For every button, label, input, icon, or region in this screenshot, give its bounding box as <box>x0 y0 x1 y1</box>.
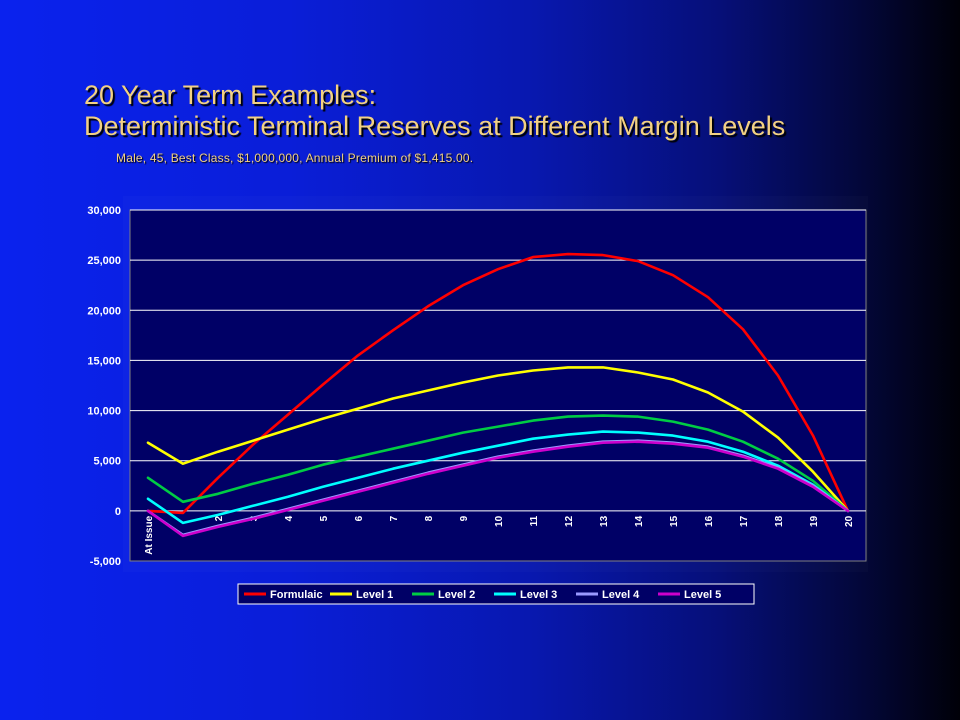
legend-entry: Level 1 <box>330 589 393 601</box>
y-tick-label: 30,000 <box>87 205 121 217</box>
x-tick-label: 14 <box>634 515 645 527</box>
x-tick-label: 7 <box>389 515 400 521</box>
x-tick-label: 2 <box>214 515 225 521</box>
legend-label: Level 3 <box>520 589 557 601</box>
y-axis: -5,000 0 5,000 10,000 15,000 20,000 25,000 30,0… <box>87 205 121 568</box>
title-line-2: Deterministic Terminal Reserves at Diffe… <box>84 111 786 141</box>
legend: Formulaic Level 1 Level 2 Level 3 Level 4 Lev… <box>237 583 755 605</box>
y-tick-label: 10,000 <box>87 406 121 418</box>
series-line-level-5 <box>146 440 850 538</box>
legend-entry: Level 5 <box>658 589 721 601</box>
slide-title: 20 Year Term Examples: Deterministic Ter… <box>84 80 785 142</box>
x-tick-label: 8 <box>424 515 435 521</box>
x-tick-label: 17 <box>739 515 750 527</box>
y-tick-label: 5,000 <box>93 456 121 468</box>
title-line-1: 20 Year Term Examples: <box>84 80 377 110</box>
legend-entry: Formulaic <box>244 589 323 601</box>
legend-label: Level 5 <box>684 589 721 601</box>
x-tick-label: 18 <box>774 515 785 527</box>
legend-entry: Level 2 <box>412 589 475 601</box>
legend-label: Level 1 <box>356 589 393 601</box>
series-line-level-2 <box>146 414 850 513</box>
legend-label: Formulaic <box>270 589 323 601</box>
x-tick-label: 16 <box>704 515 715 527</box>
y-tick-label: 25,000 <box>87 255 121 267</box>
x-tick-label: 6 <box>354 515 365 521</box>
x-tick-label: 5 <box>319 515 330 521</box>
y-tick-label: 15,000 <box>87 355 121 367</box>
series-lines <box>146 252 850 538</box>
x-tick-label: At Issue <box>144 515 155 554</box>
x-tick-label: 20 <box>844 515 855 527</box>
y-tick-label: 0 <box>115 506 121 518</box>
x-axis: At Issue 2 3 4 5 6 7 8 9 10 11 12 13 14 15 16 17 18 19 20 <box>144 515 855 554</box>
x-tick-label: 4 <box>284 515 295 521</box>
y-tick-label: 20,000 <box>87 305 121 317</box>
legend-entry: Level 3 <box>494 589 557 601</box>
x-tick-label: 12 <box>564 515 575 527</box>
legend-label: Level 4 <box>602 589 640 601</box>
slide-subtitle: Male, 45, Best Class, $1,000,000, Annual… <box>116 151 474 165</box>
series-line-formulaic <box>146 252 850 515</box>
y-tick-label: -5,000 <box>90 556 121 568</box>
x-tick-label: 10 <box>494 515 505 527</box>
x-tick-label: 9 <box>459 515 470 521</box>
x-tick-label: 13 <box>599 515 610 527</box>
series-line-level-1 <box>146 366 850 513</box>
series-line-level-3 <box>146 430 850 525</box>
legend-label: Level 2 <box>438 589 475 601</box>
x-tick-label: 11 <box>529 515 540 526</box>
x-tick-label: 15 <box>669 515 680 527</box>
legend-entry: Level 4 <box>576 589 640 601</box>
x-tick-label: 19 <box>809 515 820 527</box>
